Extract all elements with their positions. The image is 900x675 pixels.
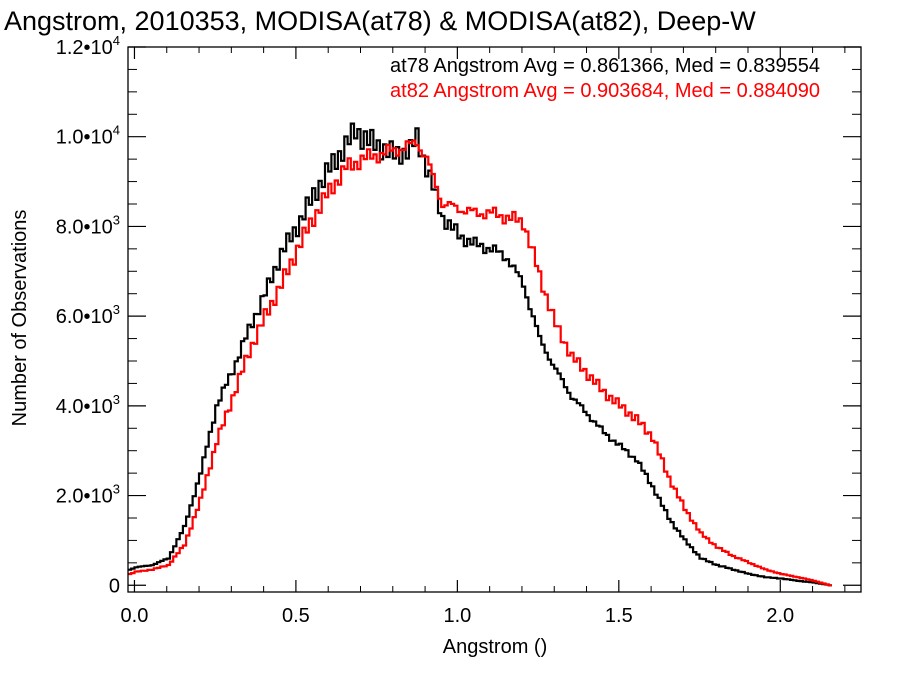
plot-frame: [127, 46, 862, 593]
series-annotation-at82: at82 Angstrom Avg = 0.903684, Med = 0.88…: [390, 80, 820, 102]
series-layer: [128, 122, 832, 587]
x-tick-label: 0.0: [121, 605, 149, 627]
y-tick-label: 0: [109, 575, 120, 597]
x-axis-label: Angstrom (): [443, 636, 547, 658]
y-tick-label: 4.0•103: [56, 392, 120, 418]
chart-title: Angstrom, 2010353, MODISA(at78) & MODISA…: [4, 6, 756, 36]
y-tick-label: 8.0•103: [56, 212, 120, 238]
x-tick-label: 1.0: [443, 605, 471, 627]
x-tick-label: 1.5: [605, 605, 633, 627]
y-axis-ticks: 0 2.0•103 4.0•103 6.0•103 8.0•103 1.0•104 1.2•…: [56, 33, 861, 597]
series-at82-line: [128, 139, 832, 587]
y-tick-label: 6.0•103: [56, 302, 120, 328]
x-tick-label: 0.5: [282, 605, 310, 627]
x-axis-ticks: 0.0 0.5 1.0 1.5 2.0: [121, 47, 846, 627]
series-at78-line: [128, 122, 832, 587]
series-annotation-at78: at78 Angstrom Avg = 0.861366, Med = 0.83…: [390, 55, 820, 77]
x-tick-label: 2.0: [766, 605, 794, 627]
y-tick-label: 1.0•104: [56, 123, 120, 149]
y-tick-label: 1.2•104: [56, 33, 120, 59]
y-tick-label: 2.0•103: [56, 482, 120, 508]
y-axis-label: Number of Observations: [9, 210, 31, 427]
